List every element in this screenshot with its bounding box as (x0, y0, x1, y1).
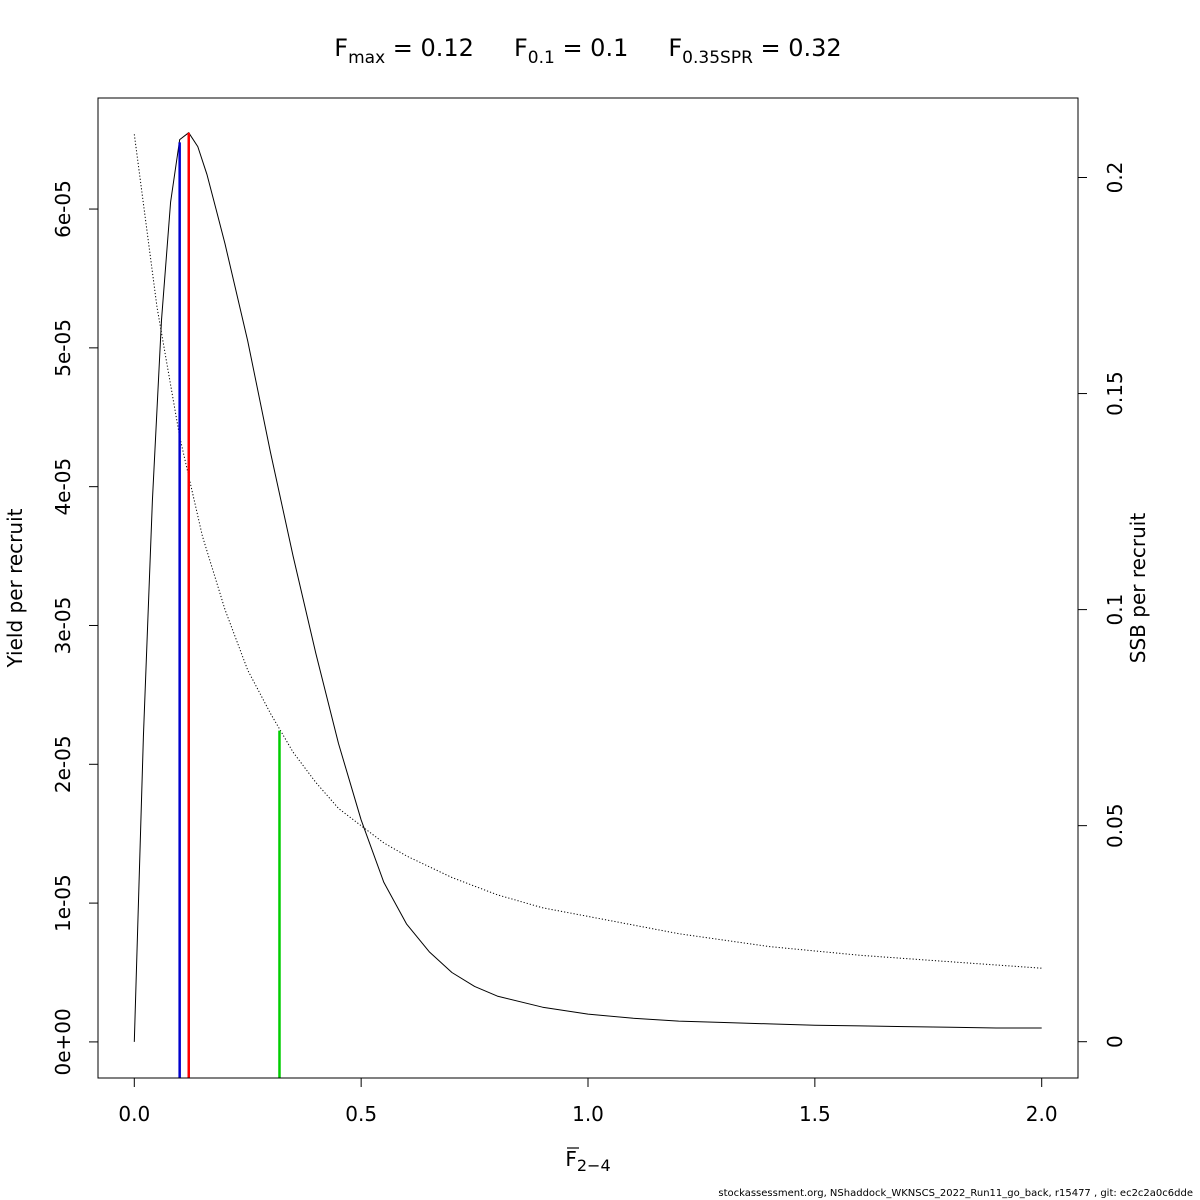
y-tick-label-left: 5e-05 (51, 319, 75, 377)
x-axis-label-base: F (565, 1147, 577, 1171)
title-part-2-sub: 0.35SPR (682, 48, 753, 68)
y-axis-right: 0 0.05 0.1 0.15 0.2 (1078, 162, 1127, 1048)
title-part-0-sub: max (348, 48, 385, 68)
y-tick-label-right: 0.05 (1103, 803, 1127, 848)
y-axis-left: 0e+00 1e-05 2e-05 3e-05 4e-05 5e-05 6e-05 (51, 180, 98, 1076)
footer-note: stockassessment.org, NShaddock_WKNSCS_20… (718, 1188, 1193, 1199)
x-tick-label: 1.0 (572, 1102, 604, 1126)
series-layer (133, 132, 1042, 1042)
x-tick-label: 0.5 (345, 1102, 377, 1126)
chart-title-text: Fmax = 0.12 F0.1 = 0.1 F0.35SPR = 0.32 (334, 34, 841, 68)
x-tick-label: 1.5 (799, 1102, 831, 1126)
y-tick-label-left: 0e+00 (51, 1008, 75, 1075)
chart-title: Fmax = 0.12 F0.1 = 0.1 F0.35SPR = 0.32 (334, 34, 841, 68)
reference-lines (178, 132, 281, 1078)
title-part-0-base: F (334, 34, 348, 62)
title-part-1-base: F (514, 34, 528, 62)
title-part-1-sub: 0.1 (528, 48, 555, 68)
title-part-2-base: F (668, 34, 682, 62)
x-tick-label: 2.0 (1026, 1102, 1058, 1126)
y-tick-label-right: 0 (1103, 1035, 1127, 1048)
y-tick-label-right: 0.1 (1103, 594, 1127, 626)
title-part-1-value: = 0.1 (555, 34, 629, 62)
x-axis-label: F2−4 (565, 1147, 610, 1175)
y-tick-label-right: 0.2 (1103, 162, 1127, 194)
y-tick-label-right: 0.15 (1103, 371, 1127, 416)
title-part-0-value: = 0.12 (385, 34, 474, 62)
y-tick-label-left: 3e-05 (51, 597, 75, 655)
y-tick-label-left: 4e-05 (51, 458, 75, 516)
ssb-per-recruit-line (133, 134, 1042, 969)
y-tick-label-left: 1e-05 (51, 874, 75, 932)
title-part-2-value: = 0.32 (753, 34, 842, 62)
x-axis-label-sub: 2−4 (577, 1156, 611, 1175)
x-axis-label-text: F2−4 (565, 1147, 610, 1175)
y-axis-label-left: Yield per recruit (3, 508, 27, 668)
plot-area (97, 97, 1079, 1079)
x-axis: 0.0 0.5 1.0 1.5 2.0 (118, 1077, 1058, 1126)
y-tick-label-left: 2e-05 (51, 735, 75, 793)
y-tick-label-left: 6e-05 (51, 180, 75, 238)
x-tick-label: 0.0 (118, 1102, 150, 1126)
y-axis-label-right: SSB per recruit (1126, 513, 1150, 664)
yield-per-recruit-line (133, 132, 1042, 1042)
